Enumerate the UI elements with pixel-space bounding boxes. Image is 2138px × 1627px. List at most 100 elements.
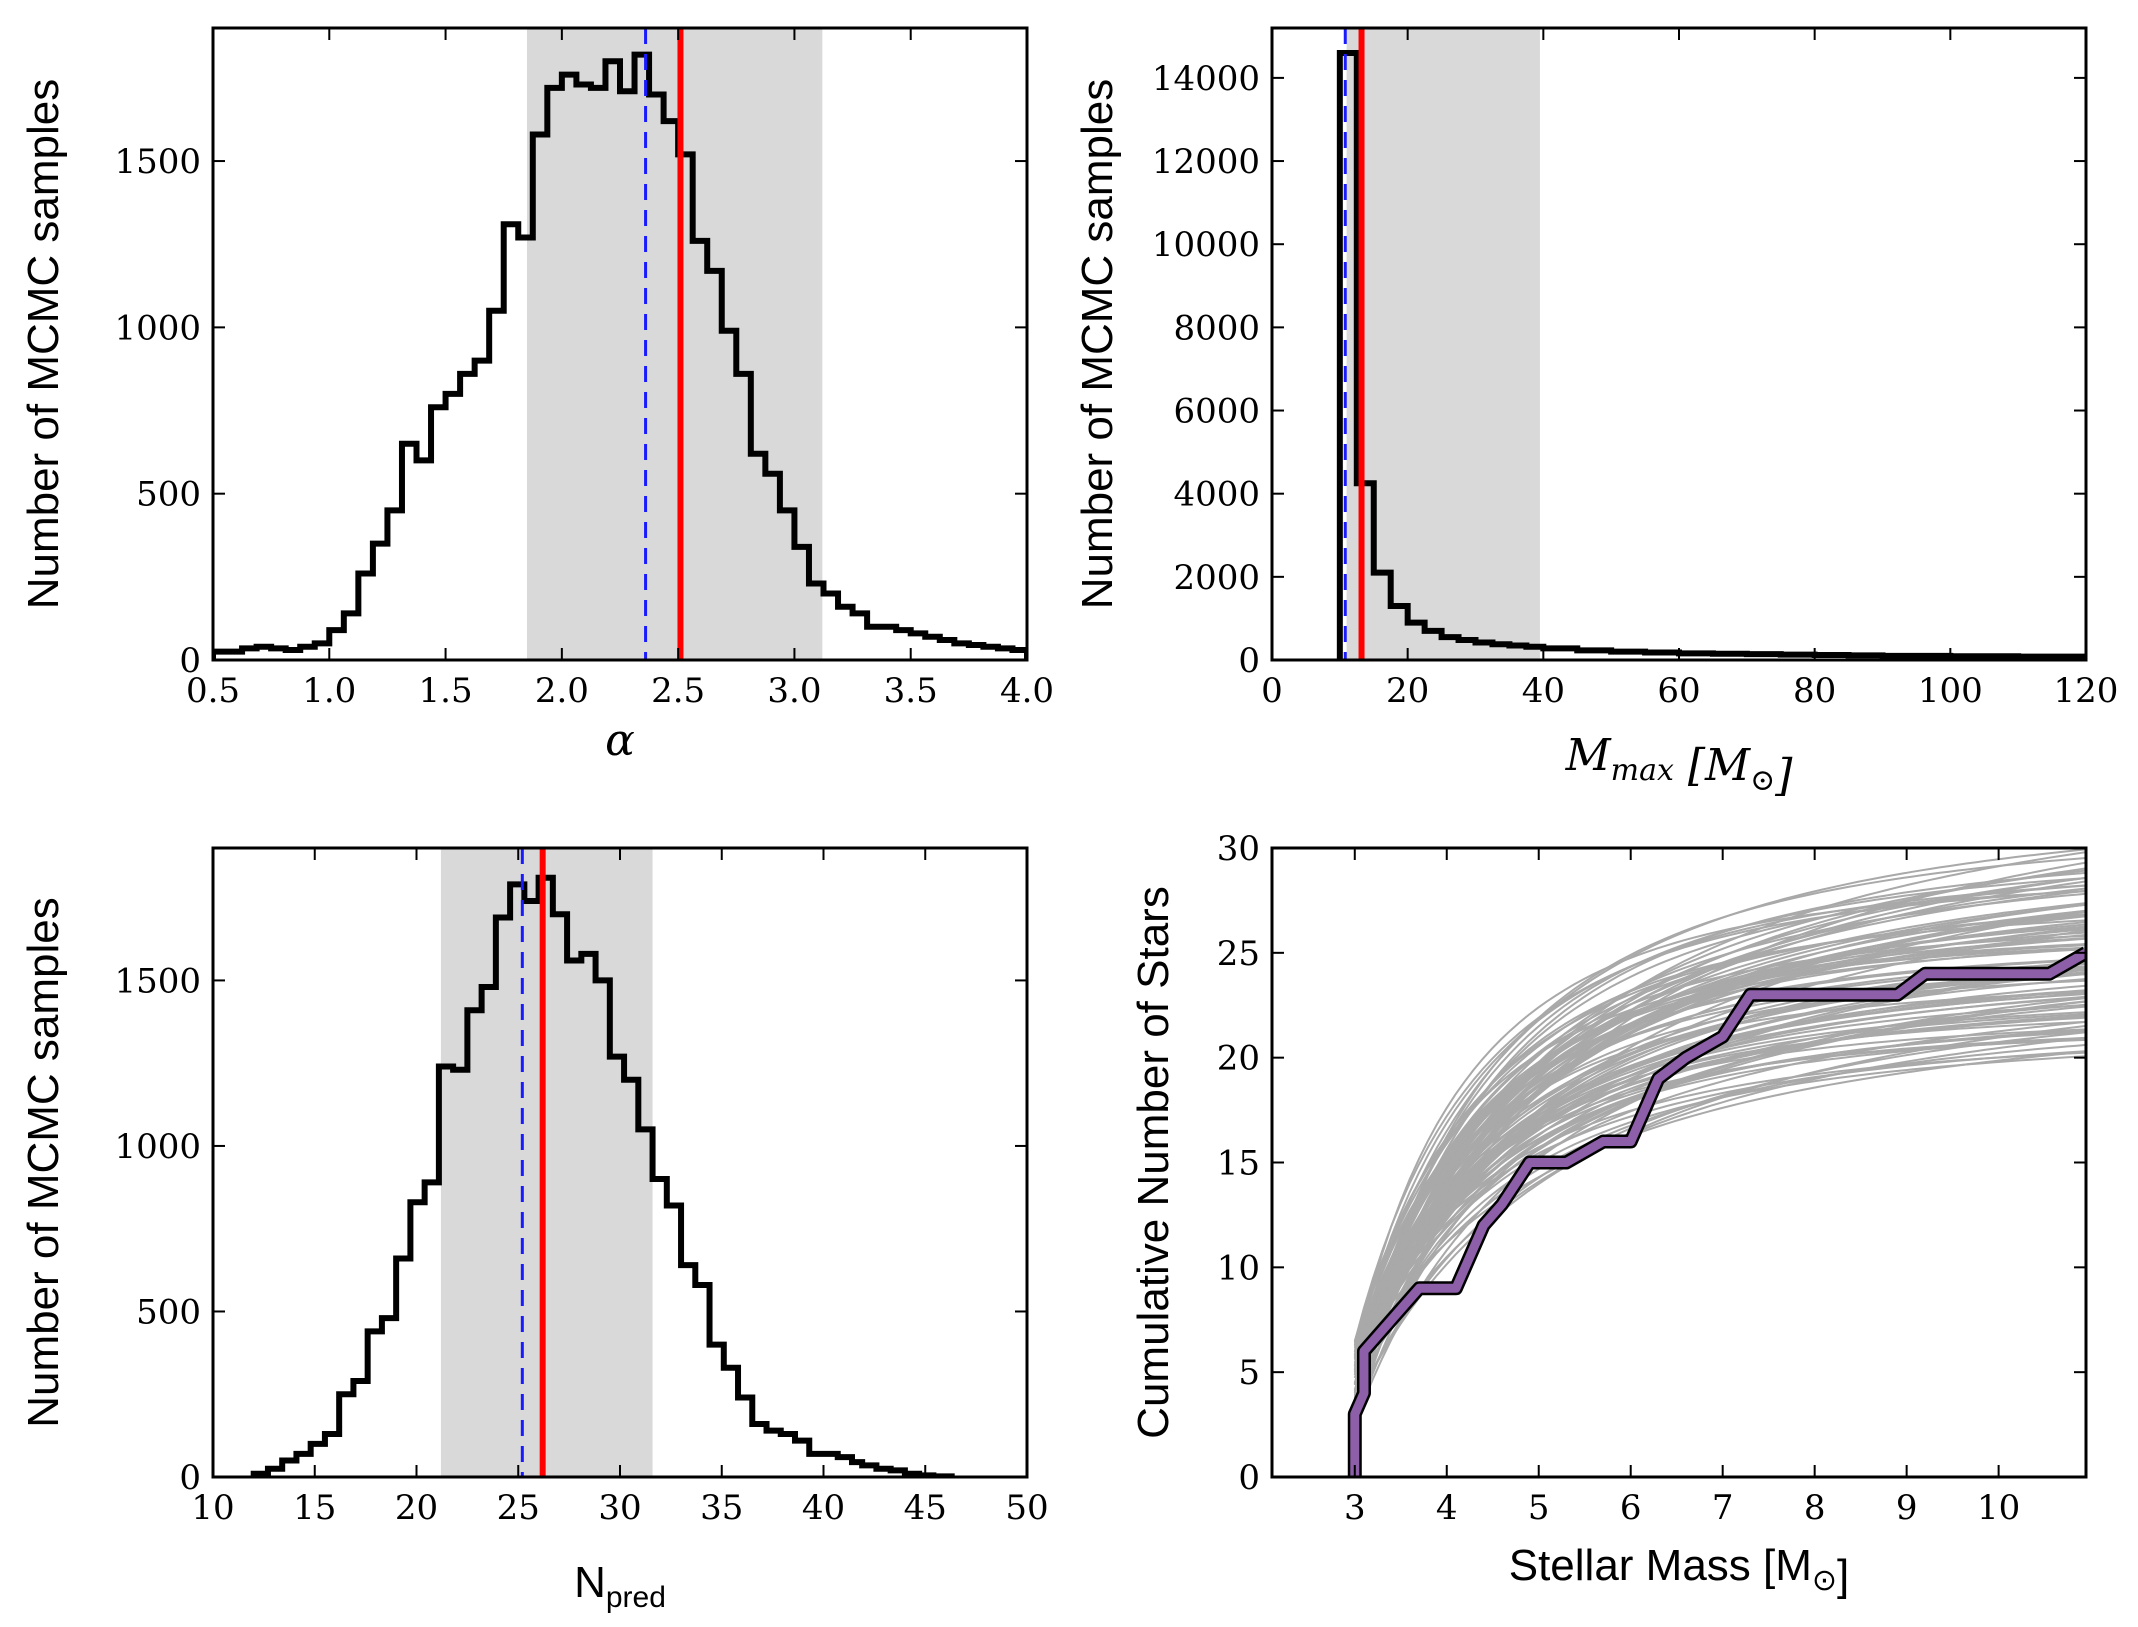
x-tick-label: 10	[1977, 1488, 2020, 1528]
y-axis-label: Number of MCMC samples	[19, 897, 68, 1428]
x-tick-label: 10	[191, 1488, 234, 1528]
y-tick-label: 15	[1217, 1144, 1260, 1184]
x-tick-label: 3.0	[767, 671, 821, 711]
x-tick-label: 2.0	[535, 671, 589, 711]
model-sample-curve	[1353, 1004, 2086, 1422]
y-tick-label: 500	[136, 475, 201, 515]
model-sample-curve	[1353, 1050, 2086, 1361]
model-sample-curve	[1353, 1051, 2086, 1363]
x-tick-label: 7	[1712, 1488, 1734, 1528]
x-tick-label: 9	[1896, 1488, 1918, 1528]
model-sample-curve	[1353, 1005, 2086, 1394]
model-sample-curve	[1353, 890, 2086, 1356]
x-tick-label: 30	[598, 1488, 641, 1528]
model-sample-curve	[1353, 884, 2086, 1356]
credible-interval-shade	[440, 848, 653, 1477]
model-sample-curve	[1353, 913, 2086, 1371]
x-tick-label: 1.5	[419, 671, 473, 711]
y-tick-label: 1500	[114, 961, 201, 1001]
plot-area	[213, 28, 1027, 660]
model-sample-curve	[1353, 1043, 2086, 1384]
y-tick-label: 0	[1238, 1458, 1260, 1498]
x-tick-label: 20	[395, 1488, 438, 1528]
x-tick-label: 45	[904, 1488, 947, 1528]
x-tick-label: 15	[293, 1488, 336, 1528]
y-tick-label: 10	[1217, 1248, 1260, 1288]
y-axis-label: Number of MCMC samples	[1073, 79, 1122, 610]
x-tick-label: 4	[1436, 1488, 1458, 1528]
x-tick-label: 50	[1005, 1488, 1048, 1528]
plot-area	[1336, 28, 2086, 660]
model-sample-curve	[1353, 971, 2086, 1348]
y-tick-label: 0	[179, 1458, 201, 1498]
model-sample-curve	[1353, 923, 2086, 1384]
model-sample-curve	[1353, 933, 2086, 1415]
x-axis-label: Mmax [M⊙]	[1565, 730, 1794, 801]
x-tick-label: 100	[1918, 671, 1983, 711]
x-tick-label: 80	[1793, 671, 1836, 711]
y-tick-label: 500	[136, 1292, 201, 1332]
x-tick-label: 20	[1386, 671, 1429, 711]
plot-frame	[211, 26, 1029, 662]
model-sample-curve	[1353, 887, 2086, 1416]
mmax-histogram-panel: 0 20 40 60 80 100 120 0 2000 4000 6000 8000 10000 120…	[1073, 26, 2119, 801]
y-tick-label: 2000	[1173, 558, 1260, 598]
credible-interval-shade	[526, 28, 823, 660]
x-tick-label: 120	[2054, 671, 2119, 711]
y-tick-label: 14000	[1152, 59, 1260, 99]
x-tick-label: 25	[497, 1488, 540, 1528]
model-sample-curve	[1353, 1020, 2086, 1394]
x-tick-label: 2.5	[651, 671, 705, 711]
x-tick-label: 40	[1522, 671, 1565, 711]
model-sample-curve	[1353, 946, 2086, 1346]
y-tick-label: 30	[1217, 829, 1260, 869]
x-tick-label: 3.5	[884, 671, 938, 711]
y-tick-label: 25	[1217, 934, 1260, 974]
x-tick-label: 8	[1804, 1488, 1826, 1528]
alpha-histogram-panel: 0.5 1.0 1.5 2.0 2.5 3.0 3.5 4.0 0 500 1000 1500 Numb…	[19, 26, 1054, 766]
y-axis-label: Cumulative Number of Stars	[1129, 886, 1178, 1439]
plot-area	[1347, 848, 2086, 1477]
model-sample-curve	[1353, 973, 2086, 1392]
y-tick-label: 1000	[114, 1127, 201, 1167]
x-axis-label: Npred	[574, 1558, 666, 1614]
x-tick-label: 60	[1657, 671, 1700, 711]
histogram-step-line	[250, 874, 955, 1477]
y-tick-label: 0	[179, 641, 201, 681]
credible-interval-shade	[1346, 28, 1540, 660]
x-tick-label: 5	[1528, 1488, 1550, 1528]
y-tick-label: 1500	[114, 142, 201, 182]
x-axis-label: Stellar Mass [M⊙]	[1509, 1541, 1850, 1600]
model-sample-curve	[1353, 1015, 2086, 1406]
y-tick-label: 5	[1238, 1353, 1260, 1393]
cumulative-stars-panel: 3 4 5 6 7 8 9 10 0 5 10 15 20 25 30 Cumulative Number o…	[1129, 829, 2088, 1600]
x-tick-label: 4.0	[1000, 671, 1054, 711]
model-sample-curve	[1353, 1029, 2086, 1404]
model-sample-curve	[1353, 867, 2086, 1373]
x-tick-label: 0	[1261, 671, 1283, 711]
histogram-step-line	[213, 51, 1027, 660]
y-tick-label: 6000	[1173, 392, 1260, 432]
x-axis-label: α	[605, 715, 635, 766]
y-tick-label: 4000	[1173, 475, 1260, 515]
y-tick-label: 12000	[1152, 142, 1260, 182]
observed-curve-outline	[1347, 946, 2086, 1477]
y-tick-label: 1000	[114, 308, 201, 348]
x-tick-label: 0.5	[186, 671, 240, 711]
x-tick-label: 3	[1344, 1488, 1366, 1528]
y-tick-label: 10000	[1152, 225, 1260, 265]
x-tick-label: 35	[700, 1488, 743, 1528]
plot-area	[250, 848, 955, 1477]
model-sample-curve	[1353, 1000, 2086, 1368]
model-sample-curve	[1353, 889, 2086, 1349]
x-tick-label: 1.0	[302, 671, 356, 711]
x-tick-label: 40	[802, 1488, 845, 1528]
observed-cumulative-curve	[1350, 948, 2086, 1477]
model-sample-curve	[1353, 857, 2086, 1401]
y-tick-label: 8000	[1173, 308, 1260, 348]
y-axis-label: Number of MCMC samples	[19, 79, 68, 610]
y-tick-label: 0	[1238, 641, 1260, 681]
y-tick-label: 20	[1217, 1039, 1260, 1079]
